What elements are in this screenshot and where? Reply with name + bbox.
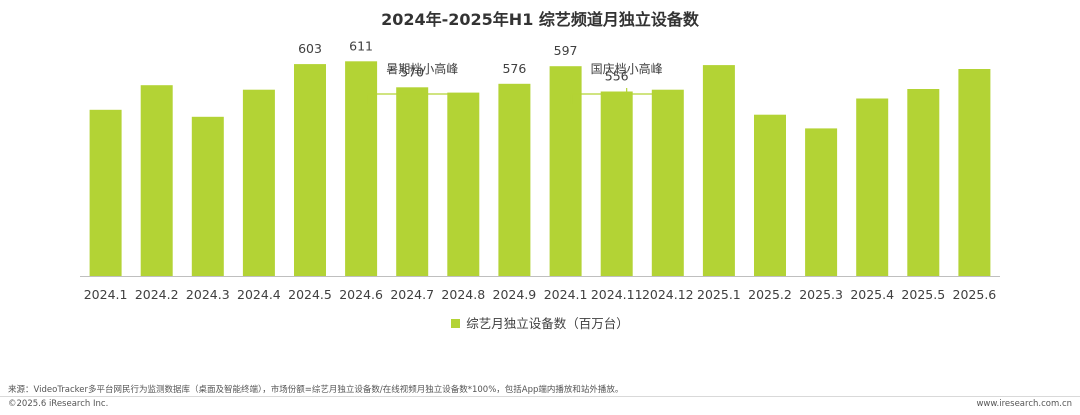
chart-title: 2024年-2025年H1 综艺频道月独立设备数 [381, 10, 699, 29]
x-tick-label: 2024.8 [441, 287, 485, 302]
source-note: 来源：VideoTracker多平台网民行为监测数据库（桌面及智能终端），市场份… [8, 385, 624, 395]
data-label: 570 [400, 64, 424, 79]
annotation-label: 国庆档小高峰 [591, 61, 663, 76]
x-tick-label: 2024.1 [544, 287, 588, 302]
website-link[interactable]: www.iresearch.com.cn [976, 399, 1072, 409]
bar [907, 89, 940, 276]
bar [89, 109, 122, 276]
bar [191, 116, 224, 276]
bar [856, 98, 889, 276]
bar [447, 92, 480, 276]
bar [600, 91, 633, 276]
bar [242, 89, 275, 276]
x-tick-label: 2024.12 [642, 287, 694, 302]
annotation-label: 暑期档小高峰 [386, 61, 458, 76]
bar [958, 69, 991, 276]
footer-divider [0, 396, 1080, 397]
x-tick-label: 2024.11 [591, 287, 643, 302]
bar [345, 61, 378, 276]
bar [294, 64, 326, 276]
data-label: 603 [298, 41, 322, 56]
copyright: ©2025.6 iResearch Inc. [8, 399, 109, 409]
data-label: 556 [605, 69, 629, 84]
x-tick-label: 2025.3 [799, 287, 843, 302]
legend-label: 综艺月独立设备数（百万台） [466, 316, 629, 331]
legend: 综艺月独立设备数（百万台） [0, 313, 1080, 332]
x-tick-label: 2024.2 [135, 287, 179, 302]
bar [754, 114, 786, 276]
bar [651, 89, 684, 276]
x-tick-label: 2025.2 [748, 287, 792, 302]
x-tick-label: 2024.6 [339, 287, 383, 302]
bar [140, 85, 173, 276]
x-tick-label: 2024.3 [186, 287, 230, 302]
legend-swatch [451, 319, 461, 328]
data-label: 611 [349, 38, 373, 53]
bar [549, 66, 582, 276]
x-tick-label: 2024.4 [237, 287, 281, 302]
x-tick-label: 2025.1 [697, 287, 741, 302]
x-tick-label: 2024.7 [390, 287, 434, 302]
bar [702, 65, 735, 276]
x-tick-label: 2024.9 [493, 287, 537, 302]
x-tick-label: 2025.5 [901, 287, 945, 302]
bar-chart: 2024.1 2024.2 2024.3 2024.4 2024.5 2024.6 2024… [80, 38, 1000, 302]
data-label: 597 [554, 43, 578, 58]
x-tick-label: 2024.5 [288, 287, 332, 302]
bar [396, 87, 429, 276]
x-tick-label: 2025.4 [850, 287, 894, 302]
data-label: 576 [502, 61, 526, 76]
x-tick-label: 2024.1 [84, 287, 128, 302]
bar [805, 128, 838, 276]
x-tick-label: 2025.6 [953, 287, 997, 302]
bar [498, 83, 531, 276]
